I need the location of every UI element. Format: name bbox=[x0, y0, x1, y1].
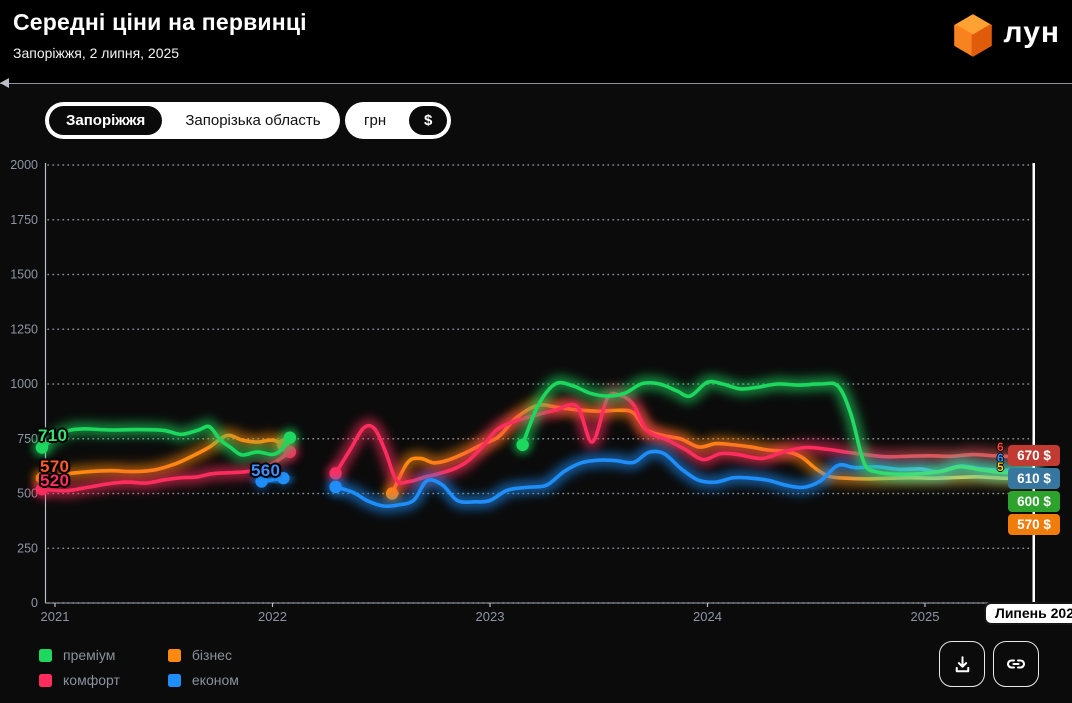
econom-color-swatch bbox=[168, 674, 181, 687]
badge-business-price: 570 $ bbox=[1008, 514, 1060, 535]
lun-logo-text: лун bbox=[1004, 18, 1060, 52]
location-toggle: Запоріжжя Запорізька область bbox=[45, 102, 340, 139]
x-axis-tick-label: 2025 bbox=[911, 609, 940, 624]
lun-prices-widget: 0250500750100012501500175020002021202220… bbox=[0, 0, 1072, 703]
copy-link-button[interactable] bbox=[993, 641, 1039, 687]
download-chart-button[interactable] bbox=[939, 641, 985, 687]
y-axis-tick-label: 250 bbox=[17, 541, 38, 555]
value-label-premium-start: 710 bbox=[38, 426, 67, 446]
legend-label: комфорт bbox=[63, 672, 120, 688]
page-title: Середні ціни на первинці bbox=[13, 9, 307, 36]
lun-cube-icon bbox=[951, 11, 995, 59]
x-axis-tick-label: 2021 bbox=[41, 609, 70, 624]
link-icon bbox=[1004, 652, 1028, 676]
x-axis-tick-label: 2024 bbox=[693, 609, 722, 624]
premium-color-swatch bbox=[39, 649, 52, 662]
badge-econom-price: 610 $ bbox=[1008, 468, 1060, 489]
crosshair-month-tooltip: Липень 2025 bbox=[984, 602, 1072, 625]
download-icon bbox=[951, 653, 974, 676]
toggle-currency-uah[interactable]: грн bbox=[345, 112, 405, 129]
page-subtitle: Запоріжжя, 2 липня, 2025 bbox=[13, 45, 179, 61]
legend-label: економ bbox=[192, 672, 239, 688]
y-axis-tick-label: 1000 bbox=[10, 377, 38, 391]
currency-toggle: грн $ bbox=[345, 102, 451, 139]
legend-item-econom[interactable]: економ bbox=[168, 672, 239, 688]
header-divider bbox=[0, 83, 1072, 84]
legend-label: преміум bbox=[63, 647, 115, 663]
data-point-dot bbox=[329, 481, 341, 493]
toggle-city-zaporizhzhia[interactable]: Запоріжжя bbox=[49, 106, 162, 135]
legend-item-comfort[interactable]: комфорт bbox=[39, 672, 120, 688]
lun-logo[interactable]: лун bbox=[951, 11, 1060, 59]
comfort-color-swatch bbox=[39, 674, 52, 687]
y-axis-tick-label: 2000 bbox=[10, 158, 38, 172]
toggle-currency-usd[interactable]: $ bbox=[409, 106, 447, 135]
value-label-econom-start: 560 bbox=[251, 461, 280, 481]
x-axis-tick-label: 2023 bbox=[476, 609, 505, 624]
chart-legend: преміум комфорт бізнес економ bbox=[39, 647, 239, 688]
y-axis-tick-label: 0 bbox=[31, 596, 38, 610]
y-axis-tick-label: 1250 bbox=[10, 322, 38, 336]
y-axis-tick-label: 1500 bbox=[10, 268, 38, 282]
badge-premium-price: 600 $ bbox=[1008, 491, 1060, 512]
badge-comfort-price: 670 $ bbox=[1008, 445, 1060, 466]
toggle-region-zaporizka-oblast[interactable]: Запорізька область bbox=[166, 112, 339, 129]
chart-grid: 0250500750100012501500175020002021202220… bbox=[10, 158, 1035, 624]
current-price-badges: 670 $ 610 $ 600 $ 570 $ bbox=[1008, 445, 1060, 537]
value-label-comfort-start: 520 bbox=[40, 471, 69, 491]
legend-item-premium[interactable]: преміум bbox=[39, 647, 120, 663]
header: Середні ціни на первинці Запоріжжя, 2 ли… bbox=[0, 0, 1072, 83]
y-axis-tick-label: 1750 bbox=[10, 213, 38, 227]
legend-label: бізнес bbox=[192, 647, 232, 663]
x-axis-tick-label: 2022 bbox=[258, 609, 287, 624]
business-color-swatch bbox=[168, 649, 181, 662]
divider-left-arrow-icon bbox=[0, 78, 9, 88]
line-end-digit-business: 5 bbox=[997, 460, 1004, 474]
data-point-dot bbox=[284, 431, 296, 443]
data-point-dot bbox=[516, 439, 528, 451]
legend-item-business[interactable]: бізнес bbox=[168, 647, 239, 663]
